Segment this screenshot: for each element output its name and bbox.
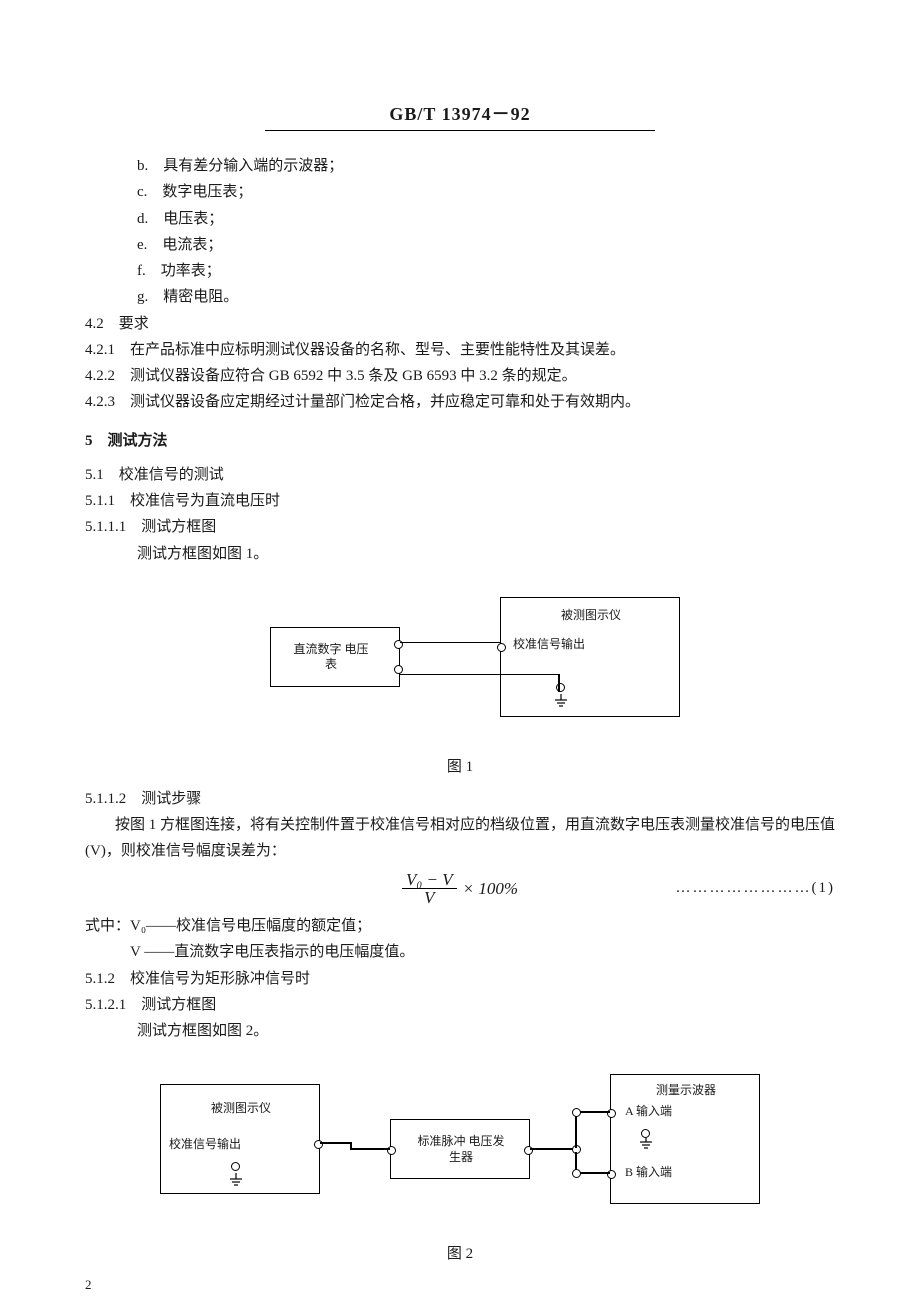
fig2-mid-label: 标准脉冲 电压发生器 [416, 1134, 506, 1165]
sec-5-1-1-2-body: 按图 1 方框图连接，将有关控制件置于校准信号相对应的档级位置，用直流数字电压表… [85, 812, 835, 865]
equation-number: ……………………(1) [676, 880, 836, 897]
fraction: V₀ − V V [402, 871, 457, 908]
formula-tail: × 100% [463, 879, 518, 899]
formula-1: V₀ − V V × 100% ……………………(1) [85, 871, 835, 908]
wire [320, 1142, 350, 1144]
sec-5-1-1-2: 5.1.1.2 测试步骤 [85, 786, 835, 812]
list-item: b. 具有差分输入端的示波器； [137, 153, 835, 179]
wire [530, 1148, 575, 1150]
port-icon [394, 665, 403, 674]
fig2-caption: 图 2 [85, 1242, 835, 1263]
port-icon [641, 1129, 650, 1138]
fig1-right-title: 被测图示仪 [541, 608, 641, 624]
sec-5-1-1-1: 5.1.1.1 测试方框图 [85, 514, 835, 540]
figure-2: 被测图示仪 校准信号输出 标准脉冲 电压发生器 测量示波器 A 输入端 B 输入… [160, 1064, 760, 1224]
sec-5-1-2-1-body: 测试方框图如图 2。 [137, 1018, 835, 1044]
page-number: 2 [85, 1277, 92, 1293]
fig1-caption: 图 1 [85, 755, 835, 776]
frac-num: V₀ − V [402, 871, 457, 890]
fig2-mid-box: 标准脉冲 电压发生器 [390, 1119, 530, 1179]
list-item: f. 功率表； [137, 258, 835, 284]
figure-1: 直流数字 电压表 被测图示仪 校准信号输出 [240, 587, 680, 737]
page: GB/T 13974－92 b. 具有差分输入端的示波器；c. 数字电压表；d.… [0, 0, 920, 1313]
sec-4-2-1: 4.2.1 在产品标准中应标明测试仪器设备的名称、型号、主要性能特性及其误差。 [85, 337, 835, 363]
wire [400, 642, 500, 644]
junction-icon [572, 1108, 581, 1117]
fig1-right-label: 校准信号输出 [513, 637, 608, 653]
sec-5-1: 5.1 校准信号的测试 [85, 462, 835, 488]
fig2-a-label: A 输入端 [625, 1104, 705, 1120]
list-item: g. 精密电阻。 [137, 284, 835, 310]
sec-5-1-2: 5.1.2 校准信号为矩形脉冲信号时 [85, 966, 835, 992]
sec-5-1-1: 5.1.1 校准信号为直流电压时 [85, 488, 835, 514]
ground-icon [554, 694, 568, 710]
letter-list: b. 具有差分输入端的示波器；c. 数字电压表；d. 电压表；e. 电流表；f.… [85, 153, 835, 311]
junction-icon [572, 1145, 581, 1154]
fig1-right-box: 被测图示仪 校准信号输出 [500, 597, 680, 717]
fig2-left-label: 校准信号输出 [169, 1137, 269, 1153]
ground-icon [639, 1138, 653, 1152]
fig2-right-title: 测量示波器 [641, 1083, 731, 1099]
sec-4-2: 4.2 要求 [85, 311, 835, 337]
doc-header: GB/T 13974－92 [265, 100, 655, 131]
sec-4-2-2: 4.2.2 测试仪器设备应符合 GB 6592 中 3.5 条及 GB 6593… [85, 363, 835, 389]
sec-5-1-1-1-body: 测试方框图如图 1。 [137, 541, 835, 567]
sec-5: 5 测试方法 [85, 428, 835, 454]
junction-icon [572, 1169, 581, 1178]
sec-4-2-3: 4.2.3 测试仪器设备应定期经过计量部门检定合格，并应稳定可靠和处于有效期内。 [85, 389, 835, 415]
fig1-left-label: 直流数字 电压表 [291, 642, 371, 673]
fig2-b-label: B 输入端 [625, 1165, 705, 1181]
fig2-left-box: 被测图示仪 校准信号输出 [160, 1084, 320, 1194]
def-line-1: 式中：V₀——校准信号电压幅度的额定值； [85, 913, 835, 939]
wire [400, 674, 560, 676]
list-item: d. 电压表； [137, 206, 835, 232]
fig2-right-box: 测量示波器 A 输入端 B 输入端 [610, 1074, 760, 1204]
frac-den: V [420, 889, 438, 907]
sec-5-1-2-1: 5.1.2.1 测试方框图 [85, 992, 835, 1018]
ground-icon [229, 1173, 243, 1189]
list-item: e. 电流表； [137, 232, 835, 258]
wire [350, 1148, 390, 1150]
wire [558, 674, 560, 692]
def-line-2: V ——直流数字电压表指示的电压幅度值。 [85, 939, 835, 965]
list-item: c. 数字电压表； [137, 179, 835, 205]
port-icon [231, 1162, 240, 1171]
fig1-left-box: 直流数字 电压表 [270, 627, 400, 687]
fig2-left-title: 被测图示仪 [191, 1101, 291, 1117]
port-icon [497, 643, 506, 652]
